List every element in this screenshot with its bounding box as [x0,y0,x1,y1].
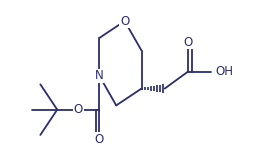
Text: O: O [120,15,129,28]
Text: O: O [74,103,83,116]
Text: N: N [95,69,104,82]
Text: O: O [183,36,193,49]
Text: OH: OH [215,65,233,78]
Text: O: O [95,133,104,146]
